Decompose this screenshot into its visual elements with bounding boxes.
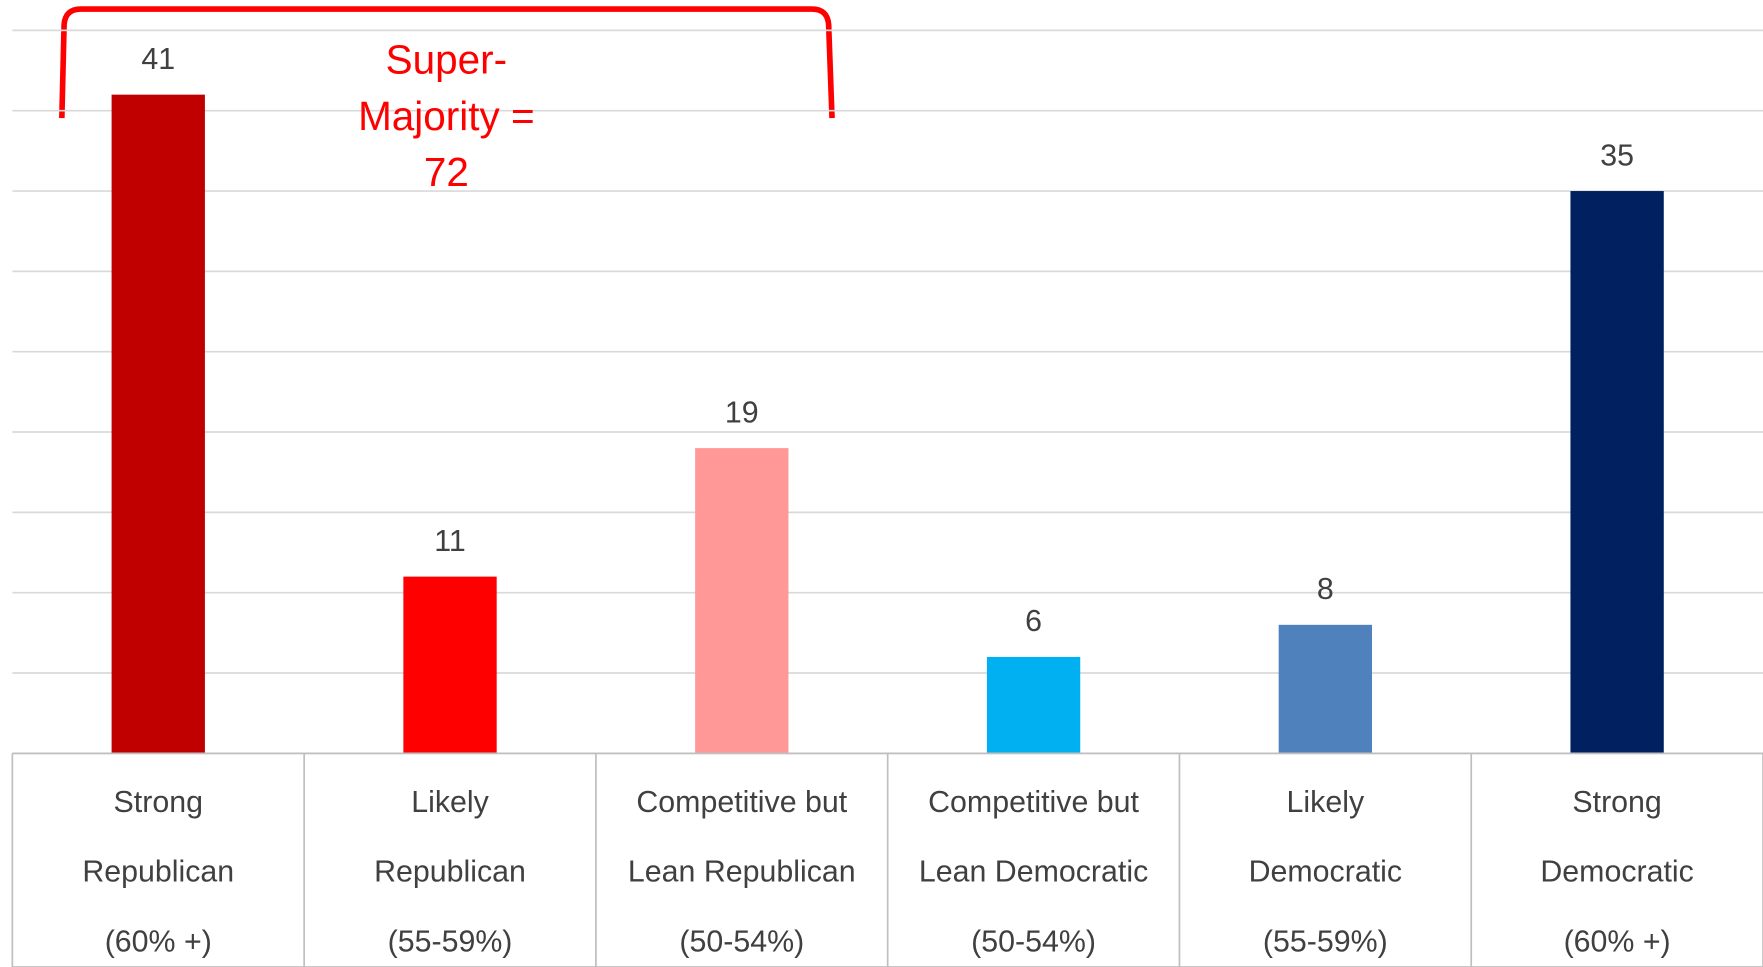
annotation: Majority = bbox=[358, 93, 535, 139]
data-label: 8 bbox=[1317, 573, 1334, 606]
x-tick-label: Democratic bbox=[1540, 856, 1693, 889]
x-tick-label: Likely bbox=[1287, 786, 1365, 819]
x-tick-label: (60% +) bbox=[105, 925, 212, 958]
x-tick-label: Republican bbox=[82, 856, 234, 889]
bar bbox=[1570, 191, 1664, 754]
x-tick-label: Lean Democratic bbox=[919, 856, 1148, 889]
x-tick-label: Likely bbox=[411, 786, 489, 819]
x-tick-label: Competitive but bbox=[636, 786, 847, 819]
x-tick-label: Republican bbox=[374, 856, 526, 889]
x-tick-label: (50-54%) bbox=[971, 925, 1096, 958]
bar bbox=[111, 94, 205, 754]
x-tick-label: Lean Republican bbox=[628, 856, 856, 889]
x-tick-label: (60% +) bbox=[1564, 925, 1671, 958]
data-label: 35 bbox=[1600, 139, 1634, 172]
annotation: Super- bbox=[386, 37, 507, 83]
x-tick-label: Competitive but bbox=[928, 786, 1139, 819]
bar bbox=[695, 448, 789, 754]
data-label: 6 bbox=[1025, 605, 1042, 638]
x-tick-label: (55-59%) bbox=[388, 925, 513, 958]
bracket bbox=[59, 6, 835, 119]
x-tick-label: Strong bbox=[1572, 786, 1661, 819]
data-label: 41 bbox=[141, 43, 175, 76]
data-label: 19 bbox=[725, 396, 759, 429]
bar bbox=[1278, 624, 1373, 754]
x-tick-label: (50-54%) bbox=[679, 925, 804, 958]
x-tick-label: Strong bbox=[114, 786, 203, 819]
bar bbox=[986, 656, 1081, 754]
x-tick-label: (55-59%) bbox=[1263, 925, 1388, 958]
bar bbox=[403, 576, 497, 754]
x-tick-label: Democratic bbox=[1249, 856, 1402, 889]
annotation: 72 bbox=[424, 149, 469, 195]
data-label: 11 bbox=[434, 525, 465, 558]
